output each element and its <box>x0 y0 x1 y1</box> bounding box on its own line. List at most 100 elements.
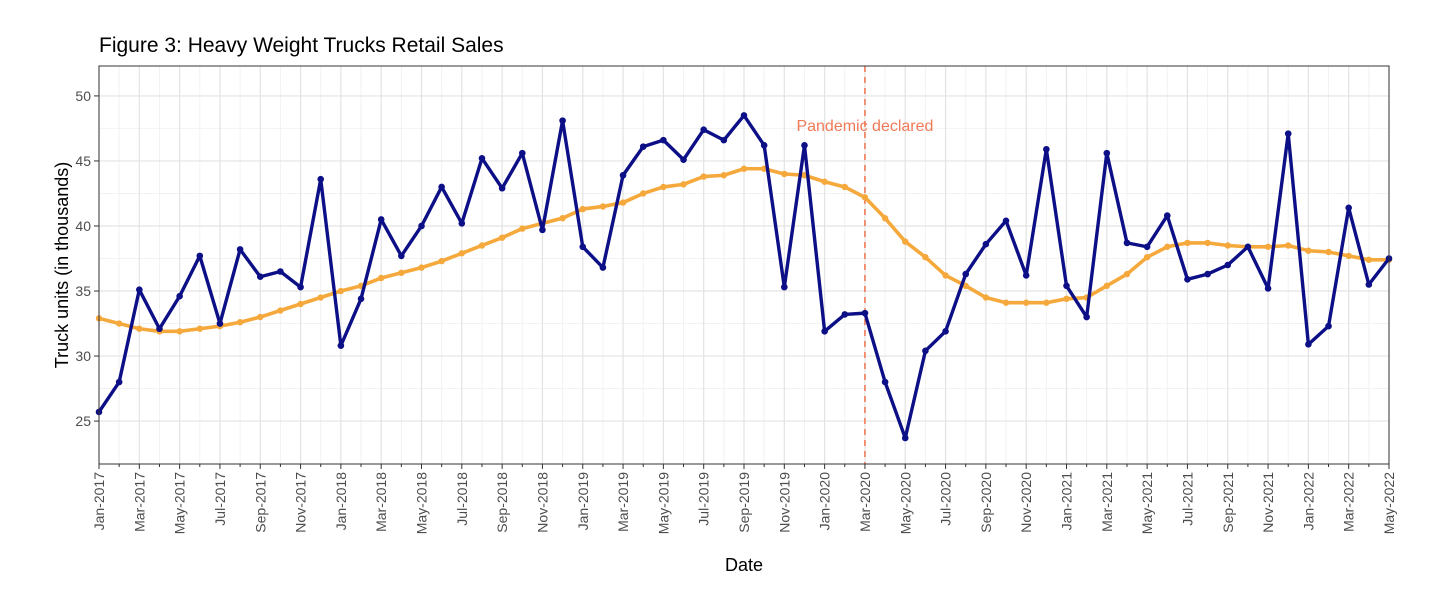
y-tick-label: 30 <box>75 348 91 364</box>
x-tick-label: Nov-2021 <box>1260 472 1276 533</box>
y-tick-label: 45 <box>75 153 91 169</box>
actual-point <box>801 142 808 149</box>
trend-series <box>95 165 1393 335</box>
actual-point <box>418 222 425 230</box>
x-tick-label: Sep-2020 <box>978 472 994 533</box>
trend-point <box>1345 252 1352 260</box>
actual-point <box>115 378 123 386</box>
trend-point <box>176 328 183 335</box>
trend-point <box>136 325 143 332</box>
x-tick-label: Jul-2018 <box>454 472 470 526</box>
trend-point <box>1184 239 1191 247</box>
x-tick-label: Mar-2019 <box>615 472 631 532</box>
actual-point <box>881 378 889 386</box>
trend-point <box>438 257 445 265</box>
actual-point <box>1184 276 1191 283</box>
actual-point <box>579 243 587 251</box>
x-tick-label: Jan-2017 <box>91 472 107 531</box>
actual-point <box>398 252 405 260</box>
minor-grid-x <box>118 66 1370 464</box>
trend-point <box>660 183 667 191</box>
x-tick-label: May-2017 <box>172 472 188 534</box>
actual-point <box>1163 212 1171 219</box>
trend-point <box>277 307 284 314</box>
actual-point <box>317 175 325 183</box>
actual-point <box>377 216 385 223</box>
actual-point <box>639 143 647 150</box>
actual-point <box>1002 217 1010 225</box>
x-tick-label: Jul-2021 <box>1179 472 1195 526</box>
trend-point <box>902 238 909 245</box>
trend-point <box>297 300 304 308</box>
actual-point <box>901 434 909 442</box>
trend-point <box>740 165 748 172</box>
actual-point <box>1305 341 1312 348</box>
x-tick-label: May-2021 <box>1139 472 1155 534</box>
chart-title: Figure 3: Heavy Weight Trucks Retail Sal… <box>99 34 504 57</box>
actual-point <box>1063 282 1070 290</box>
x-tick-label: Mar-2022 <box>1341 472 1357 532</box>
actual-point <box>619 171 627 179</box>
actual-point <box>680 156 687 163</box>
actual-point <box>337 342 345 349</box>
trend-point <box>1022 299 1030 306</box>
trend-point <box>398 269 405 277</box>
actual-point <box>760 142 768 149</box>
x-tick-label: Nov-2018 <box>534 472 550 533</box>
trend-point <box>1204 239 1211 247</box>
trend-point <box>377 274 385 282</box>
trend-point <box>1264 243 1272 250</box>
trend-point <box>478 242 486 249</box>
x-tick-label: Jan-2020 <box>817 472 833 531</box>
actual-point <box>297 283 304 291</box>
trend-point <box>1123 270 1131 278</box>
actual-point <box>720 136 728 144</box>
trend-point <box>922 253 929 261</box>
actual-point <box>660 136 667 144</box>
actual-point <box>700 126 707 134</box>
actual-point <box>1022 272 1030 279</box>
actual-point <box>1325 322 1332 330</box>
actual-point <box>196 252 204 260</box>
actual-point <box>982 240 990 248</box>
trend-point <box>1043 299 1050 306</box>
actual-point <box>821 328 828 335</box>
trend-point <box>1305 247 1312 254</box>
actual-point <box>942 328 949 335</box>
y-axis-title: Truck units (in thousands) <box>52 162 72 368</box>
actual-point <box>1284 130 1292 137</box>
actual-point <box>740 112 748 119</box>
x-tick-label: Jan-2021 <box>1059 472 1075 531</box>
x-tick-label: Sep-2018 <box>494 472 510 533</box>
trend-point <box>700 173 707 180</box>
major-grid-x <box>98 66 1390 464</box>
x-tick-label: Mar-2018 <box>373 472 389 532</box>
trend-point <box>458 250 466 257</box>
trend-point <box>881 214 889 222</box>
x-tick-label: Sep-2017 <box>252 472 268 533</box>
trend-point <box>1002 299 1010 306</box>
trend-point <box>317 294 324 301</box>
actual-point <box>1224 261 1232 269</box>
trend-point <box>720 172 728 179</box>
trend-point <box>599 203 607 210</box>
actual-series <box>95 112 1393 442</box>
actual-point <box>1365 281 1373 288</box>
actual-point <box>216 320 224 327</box>
actual-point <box>1345 204 1352 212</box>
actual-point <box>922 347 929 355</box>
trend-point <box>1224 242 1231 249</box>
x-tick-label: Jan-2022 <box>1300 472 1316 531</box>
x-tick-label: Nov-2019 <box>776 472 792 533</box>
trend-point <box>579 205 586 213</box>
actual-point <box>559 117 566 124</box>
trend-point <box>1063 295 1070 303</box>
actual-point <box>1143 243 1151 251</box>
actual-point <box>1083 313 1090 321</box>
trend-point <box>982 294 990 301</box>
trend-point <box>196 325 203 332</box>
trend-point <box>498 234 506 241</box>
trend-point <box>257 313 264 321</box>
x-tick-label: Jan-2019 <box>575 472 591 531</box>
